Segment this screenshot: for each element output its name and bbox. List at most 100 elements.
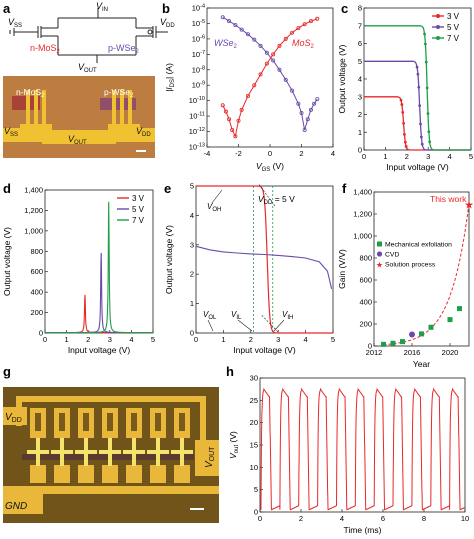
- y-tick-label: 15: [250, 441, 258, 450]
- y-tick-label: 1,400: [24, 186, 43, 195]
- mos2-point: [236, 118, 241, 123]
- solution-marker: ★: [464, 200, 474, 212]
- vtc-marker: [415, 65, 419, 69]
- y-tick-label: 1,200: [353, 210, 372, 219]
- x-tick-label: 3: [426, 152, 430, 161]
- vih-arrow: [273, 319, 285, 332]
- y-tick-label: 30: [250, 374, 258, 383]
- y-tick-label: 5: [254, 485, 258, 494]
- legend-entry: 7 V: [447, 34, 460, 43]
- inverter-interconnect: [99, 450, 121, 454]
- vtc-marker: [423, 32, 426, 36]
- x-tick-label: 2: [405, 152, 409, 161]
- vtc-curve: [196, 185, 333, 334]
- device-micrograph: [3, 76, 155, 158]
- legend-entry: Mechanical exfoliation: [385, 242, 452, 249]
- vtc-marker: [400, 103, 404, 106]
- y-axis-label: Output voltage (V): [2, 227, 12, 296]
- inverter-interconnect: [51, 450, 73, 454]
- photo-vss-label: VSS: [4, 126, 18, 138]
- mos2-curve: [222, 18, 318, 138]
- mos2-point: [308, 19, 313, 24]
- mos2-point: [283, 36, 288, 41]
- x-tick-label: 2: [249, 335, 253, 344]
- mos2-point: [230, 128, 235, 133]
- legend-marker: ★: [376, 261, 383, 270]
- vdd-annotation: VDD = 5 V: [258, 194, 295, 206]
- mos2-point: [290, 30, 295, 35]
- wse2-point: [290, 88, 295, 93]
- y-tick-label: 200: [30, 308, 43, 317]
- inverter-gap: [155, 413, 161, 431]
- vtc-marker: [424, 60, 428, 64]
- y-axis-label: Gain (V/V): [337, 249, 347, 289]
- vtc-marker: [424, 42, 427, 46]
- vtc-marker: [401, 110, 405, 114]
- inverter-interconnect: [75, 450, 97, 454]
- y-tick-label: 2: [358, 110, 362, 119]
- y-tick-label: 7: [358, 21, 362, 30]
- vtc-marker: [402, 121, 405, 125]
- wse2-point: [283, 77, 288, 82]
- vtc-marker: [418, 104, 422, 108]
- wse2-point: [312, 101, 317, 106]
- vtc-marker: [425, 86, 429, 90]
- exfoliation-marker: [428, 324, 434, 330]
- wse2-point: [277, 67, 282, 72]
- mos2-point: [220, 103, 225, 108]
- mos2-point: [264, 61, 269, 66]
- y-axis-label: Output voltage (V): [337, 44, 347, 113]
- y-tick-label: 10-13: [189, 143, 205, 152]
- y-axis-label: |IDS| (A): [164, 63, 176, 92]
- y-tick-label: 2: [190, 270, 194, 279]
- y-tick-label: 0: [368, 342, 372, 351]
- x-tick-label: 3: [276, 335, 280, 344]
- legend-entry: 5 V: [132, 205, 145, 214]
- y-tick-label: 20: [250, 418, 258, 427]
- ring-oscillator-micrograph: [3, 387, 219, 523]
- x-axis-label: Input voltage (V): [233, 345, 296, 355]
- voh-arrow: [211, 189, 223, 204]
- inverter-bottom-electrode: [126, 465, 142, 483]
- gain-curve: [45, 252, 153, 334]
- mos2-point: [233, 134, 238, 139]
- x-axis-label: VGS (V): [256, 161, 284, 173]
- y-tick-label: 3: [190, 240, 194, 249]
- panel-label-f: f: [342, 181, 347, 196]
- x-tick-label: 0: [194, 335, 198, 344]
- y-tick-label: 10-6: [192, 34, 205, 43]
- legend-marker: [436, 36, 440, 40]
- wse2-point: [220, 15, 225, 20]
- y-tick-label: 800: [359, 254, 372, 263]
- plot-frame: [373, 191, 470, 347]
- vtc-marker: [403, 132, 406, 136]
- panel-label-c: c: [341, 1, 348, 16]
- legend-entry: 3 V: [447, 12, 460, 21]
- inverter-gap: [107, 413, 113, 431]
- x-axis-label: Input voltage (V): [68, 345, 131, 355]
- inverter-bottom-electrode: [174, 465, 190, 483]
- wse2-point: [258, 43, 263, 48]
- x-tick-label: 10: [461, 514, 469, 523]
- photo-nmos-label: n-MoS2: [16, 87, 45, 99]
- y-tick-label: 200: [359, 320, 372, 329]
- vol-label: VOL: [203, 310, 217, 321]
- inverter-bottom-electrode: [102, 465, 118, 483]
- photo-vdd-label: VDD: [136, 126, 151, 138]
- y-tick-label: 25: [250, 396, 258, 405]
- y-tick-label: 10-4: [192, 4, 205, 13]
- g-vdd-label: VDD: [5, 412, 22, 424]
- x-tick-label: -2: [235, 149, 242, 158]
- vin-label: VIN: [96, 1, 108, 13]
- unity-slope-line: [258, 184, 276, 207]
- inverter-bottom-electrode: [30, 465, 46, 483]
- x-tick-label: 0: [268, 149, 272, 158]
- x-tick-label: 4: [448, 152, 452, 161]
- exfoliation-marker: [381, 341, 386, 347]
- x-tick-label: 1: [221, 335, 225, 344]
- y-axis-label: Output voltage (V): [164, 225, 174, 294]
- exfoliation-marker: [419, 331, 424, 337]
- x-tick-label: 2020: [442, 348, 459, 357]
- y-tick-label: 0: [254, 508, 258, 517]
